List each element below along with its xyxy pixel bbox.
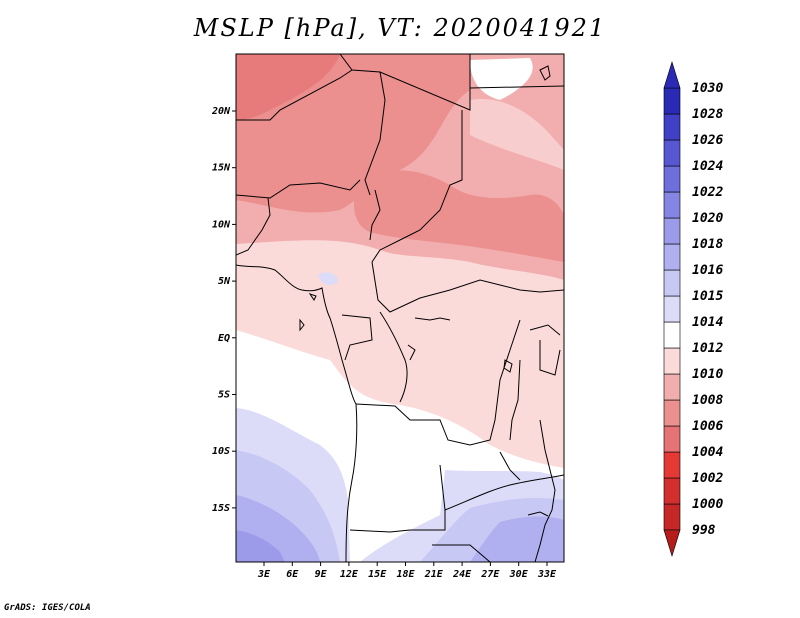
colorbar-band: [663, 399, 681, 427]
lat-label: 10S: [212, 446, 230, 457]
colorbar-band: [663, 295, 681, 323]
colorbar-label: 1015: [692, 289, 723, 304]
colorbar-label: 1008: [692, 393, 723, 408]
colorbar-band: [663, 217, 681, 245]
colorbar-band: [663, 321, 681, 349]
lon-label: 21E: [424, 569, 444, 580]
lon-label: 15E: [368, 569, 387, 580]
lon-label: 3E: [257, 569, 271, 580]
colorbar-band: [663, 373, 681, 401]
colorbar-label: 1012: [692, 341, 723, 356]
lat-label: EQ: [218, 333, 230, 344]
pressure-field: [236, 54, 564, 562]
colorbar-label: 1014: [692, 315, 723, 330]
lat-label: 5S: [218, 390, 230, 401]
lon-label: 9E: [315, 569, 328, 580]
longitude-axis: 3E 6E 9E 12E 15E 18E 21E 24E 27E 30E 33E: [257, 562, 557, 580]
colorbar-band: [663, 451, 681, 479]
colorbar-label: 1024: [692, 159, 723, 174]
lon-label: 33E: [537, 569, 557, 580]
lat-label: 20N: [211, 106, 231, 117]
grads-credit: GrADS: IGES/COLA: [4, 603, 91, 613]
colorbar-label: 1010: [692, 367, 723, 382]
colorbar-label: 1016: [692, 263, 723, 278]
colorbar-band: [663, 113, 681, 141]
colorbar-label: 1000: [692, 497, 723, 512]
colorbar-band: [663, 503, 681, 531]
colorbar-band: [663, 191, 681, 219]
colorbar-label: 1022: [692, 185, 723, 200]
country-borders: [236, 54, 564, 562]
lat-label: 15S: [212, 503, 230, 514]
colorbar-band: [663, 477, 681, 505]
lon-label: 18E: [396, 569, 415, 580]
colorbar-band: [663, 139, 681, 167]
colorbar-band: [663, 347, 681, 375]
colorbar-band: [663, 425, 681, 453]
colorbar-label: 1028: [692, 107, 723, 122]
colorbar-label: 1004: [692, 445, 723, 460]
colorbar-min-arrow: [663, 529, 681, 558]
lat-label: 10N: [212, 219, 231, 230]
colorbar-label: 1026: [692, 133, 723, 148]
colorbar-label: 1030: [692, 81, 723, 96]
lon-label: 30E: [509, 569, 529, 580]
lon-label: 24E: [452, 569, 472, 580]
colorbar: 998 1000 1002 1004 1006 1008 1010 1012 1014 1015 1…: [663, 60, 723, 558]
latitude-axis: 20N 15N 10N 5N EQ 5S 10S 15S: [211, 106, 236, 514]
colorbar-band: [663, 165, 681, 193]
lat-label: 5N: [218, 276, 231, 287]
colorbar-label: 998: [692, 523, 716, 538]
lon-label: 27E: [480, 569, 500, 580]
map-title: MSLP [hPa], VT: 2020041921: [193, 14, 607, 42]
colorbar-label: 1002: [692, 471, 723, 486]
map-frame: [235, 53, 565, 563]
colorbar-label: 1020: [692, 211, 723, 226]
lat-label: 15N: [212, 163, 231, 174]
colorbar-band: [663, 269, 681, 297]
colorbar-band: [663, 243, 681, 271]
colorbar-label: 1006: [692, 419, 723, 434]
lon-label: 6E: [286, 569, 299, 580]
colorbar-label: 1018: [692, 237, 723, 252]
colorbar-max-arrow: [663, 60, 681, 89]
colorbar-band: [663, 87, 681, 115]
lon-label: 12E: [340, 569, 359, 580]
